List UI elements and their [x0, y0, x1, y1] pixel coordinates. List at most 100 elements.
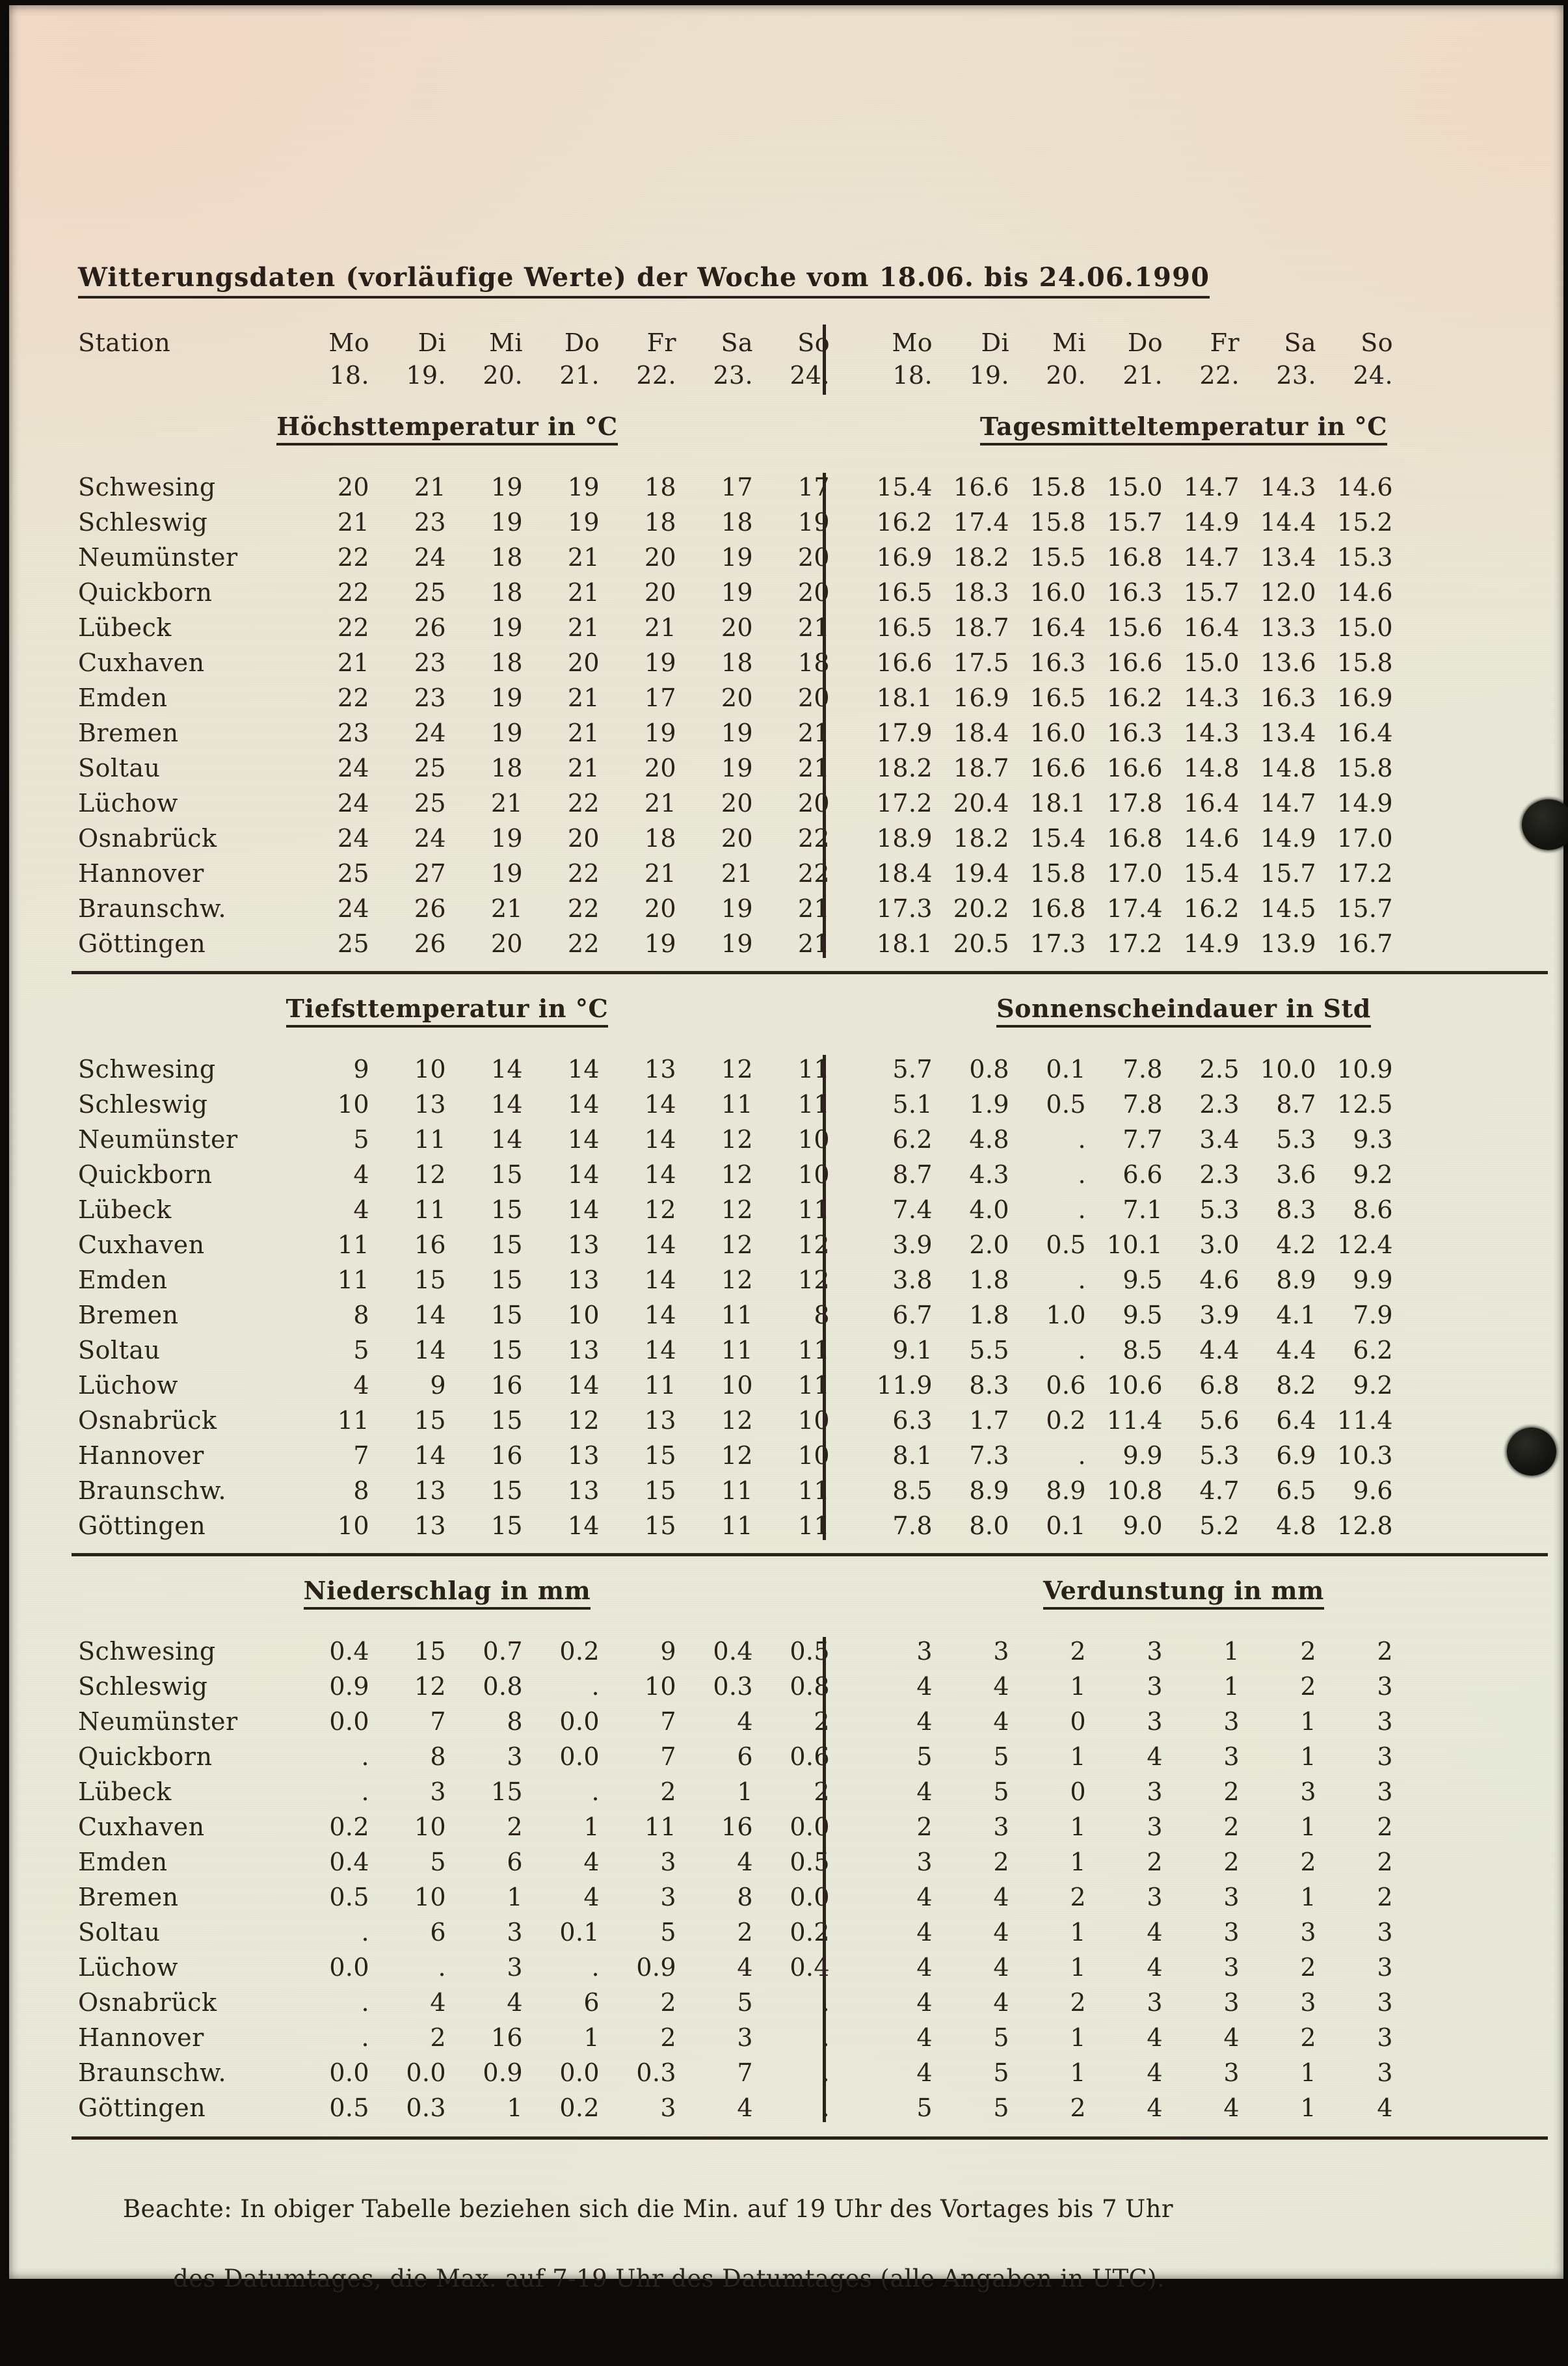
cell-left-3: 4	[583, 1848, 600, 1876]
cell-right-6: 3	[1377, 1953, 1393, 1982]
column-header-date-right-1: 19.	[969, 361, 1009, 390]
cell-left-4: 18	[644, 473, 676, 501]
station-name: Emden	[78, 684, 168, 712]
cell-left-5: 16	[721, 1813, 753, 1841]
cell-right-5: 8.9	[1276, 1266, 1316, 1294]
cell-right-5: 1	[1300, 1813, 1316, 1841]
cell-right-6: 15.8	[1336, 754, 1393, 782]
section-2-caption-left-wrap: Niederschlag in mm	[72, 1576, 823, 1610]
cell-left-4: 0.9	[636, 1953, 676, 1982]
station-name: Schwesing	[78, 473, 216, 501]
cell-right-2: 1	[1070, 2058, 1086, 2087]
cell-right-4: 15.4	[1183, 859, 1240, 888]
cell-left-1: 12	[414, 1672, 446, 1701]
cell-right-0: 16.2	[876, 508, 933, 537]
cell-left-6: 12	[797, 1266, 830, 1294]
cell-right-3: 17.4	[1106, 894, 1163, 923]
cell-right-1: 17.4	[953, 508, 1009, 537]
cell-right-5: 1	[1300, 1707, 1316, 1736]
cell-left-2: 20	[490, 929, 523, 958]
cell-right-5: 8.7	[1276, 1090, 1316, 1119]
cell-right-0: 18.1	[876, 929, 933, 958]
cell-left-0: 4	[353, 1195, 369, 1224]
cell-right-4: 5.6	[1199, 1406, 1240, 1435]
cell-right-2: 1	[1070, 1672, 1086, 1701]
cell-left-4: 17	[644, 684, 676, 712]
cell-left-1: 26	[414, 613, 446, 642]
cell-left-2: 15	[490, 1160, 523, 1189]
cell-right-0: 3	[916, 1848, 933, 1876]
cell-left-2: 14	[490, 1055, 523, 1083]
cell-right-0: 4	[916, 1988, 933, 2017]
cell-right-2: 17.3	[1030, 929, 1086, 958]
table-row: Lübeck. 3 15. 2 1 2 4 5 0 3 2 3 3	[72, 1777, 1548, 1806]
cell-right-2: 0	[1070, 1777, 1086, 1806]
cell-left-5: 5	[737, 1988, 753, 2017]
cell-left-1: 10	[414, 1813, 446, 1841]
cell-right-2: 16.0	[1030, 578, 1086, 607]
cell-left-4: 14	[644, 1301, 676, 1329]
table-row: Lüchow 4 9 16 14 11 10 11 11.9 8.3 0.6 10.6 6.8 8.2 9.…	[72, 1371, 1548, 1400]
cell-left-2: 3	[507, 1918, 523, 1947]
cell-left-3: 14	[567, 1195, 600, 1224]
cell-left-6: 8	[814, 1301, 830, 1329]
cell-right-4: 2.3	[1199, 1160, 1240, 1189]
cell-left-4: 13	[644, 1406, 676, 1435]
cell-right-2: 0	[1070, 1707, 1086, 1736]
cell-left-6: 11	[797, 1195, 830, 1224]
cell-left-1: 24	[414, 543, 446, 572]
cell-left-2: 1	[507, 1883, 523, 1911]
cell-right-2: 18.1	[1030, 789, 1086, 817]
section-2-caption-right: Verdunstung in mm	[1043, 1576, 1324, 1610]
table-row: Soltau 5 14 15 13 14 11 11 9.1 5.5. 8.5 4.4 4.4 6.2	[72, 1336, 1548, 1364]
cell-right-6: 3	[1377, 1707, 1393, 1736]
cell-right-5: 15.7	[1260, 859, 1316, 888]
cell-right-4: 15.0	[1183, 648, 1240, 677]
cell-left-4: 2	[660, 2023, 676, 2052]
cell-right-4: 3	[1223, 1707, 1240, 1736]
cell-right-4: 3	[1223, 1742, 1240, 1771]
cell-left-3: 21	[567, 719, 600, 747]
cell-left-6: 2	[814, 1707, 830, 1736]
table-row: Braunschw. 24 26 21 22 20 19 21 17.3 20.2 16.8 17.4…	[72, 894, 1548, 923]
cell-right-3: 17.0	[1106, 859, 1163, 888]
section-1-captions: Tiefsttemperatur in °C Sonnenscheindauer …	[72, 994, 1548, 1028]
cell-right-2: 2	[1070, 2094, 1086, 2122]
cell-left-1: 23	[414, 508, 446, 537]
cell-left-1: 26	[414, 894, 446, 923]
cell-right-1: 4	[993, 1953, 1009, 1982]
cell-right-2: 0.1	[1046, 1055, 1086, 1083]
cell-right-5: 2	[1300, 2023, 1316, 2052]
cell-left-2: 18	[490, 578, 523, 607]
station-name: Cuxhaven	[78, 1230, 205, 1259]
cell-right-5: 13.4	[1260, 543, 1316, 572]
cell-right-5: 2	[1300, 1953, 1316, 1982]
cell-left-3: 0.0	[559, 1742, 600, 1771]
cell-right-0: 2	[916, 1813, 933, 1841]
cell-right-0: 18.4	[876, 859, 933, 888]
cell-right-0: 3.9	[892, 1230, 933, 1259]
cell-left-6: 20	[797, 789, 830, 817]
column-header-date-left-6: 24.	[790, 361, 830, 390]
cell-left-3: 6	[583, 1988, 600, 2017]
table-row: Quickborn 4 12 15 14 14 12 10 8.7 4.3. 6.6 2.3 3.6 9.…	[72, 1160, 1548, 1189]
cell-right-3: 4	[1147, 2058, 1163, 2087]
cell-right-0: 16.5	[876, 578, 933, 607]
cell-right-0: 4	[916, 1953, 933, 1982]
cell-left-1: 21	[414, 473, 446, 501]
cell-right-3: 16.3	[1106, 578, 1163, 607]
table-row: Lübeck 22 26 19 21 21 20 21 16.5 18.7 16.4 15.6 16.4…	[72, 613, 1548, 642]
cell-right-0: 4	[916, 1777, 933, 1806]
cell-right-5: 8.2	[1276, 1371, 1316, 1400]
cell-right-5: 12.0	[1260, 578, 1316, 607]
station-name: Emden	[78, 1266, 168, 1294]
cell-right-3: 4	[1147, 1918, 1163, 1947]
cell-right-5: 1	[1300, 1883, 1316, 1911]
cell-right-3: 16.6	[1106, 648, 1163, 677]
cell-right-4: 4	[1223, 2023, 1240, 2052]
column-header-day-right-0: Mo	[892, 328, 933, 357]
cell-left-1: 23	[414, 648, 446, 677]
cell-left-2: 16	[490, 2023, 523, 2052]
cell-right-3: 15.6	[1106, 613, 1163, 642]
section-1: Tiefsttemperatur in °C Sonnenscheindauer …	[72, 994, 1548, 1556]
